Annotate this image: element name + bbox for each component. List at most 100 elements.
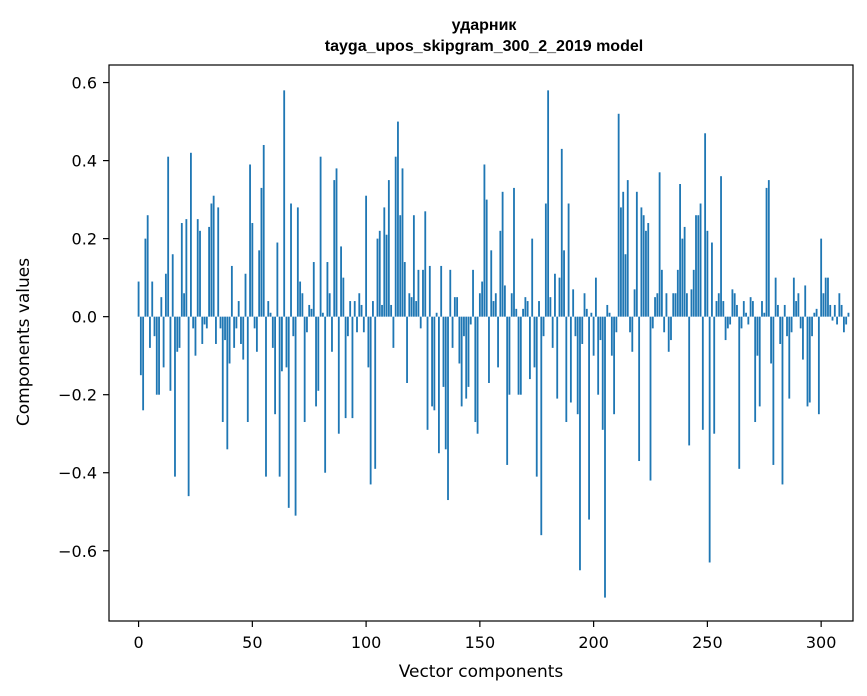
bar-265 — [740, 316, 743, 329]
plot-frame — [108, 64, 854, 622]
bar-134 — [442, 316, 445, 387]
bar-278 — [770, 316, 772, 364]
bar-292 — [802, 316, 804, 360]
bar-2 — [142, 316, 145, 411]
bar-81 — [321, 312, 324, 317]
bar-27 — [199, 230, 201, 317]
y-tick-label: −0.2 — [58, 386, 97, 405]
bar-294 — [806, 316, 809, 407]
bar-256 — [720, 176, 722, 317]
bar-160 — [501, 191, 504, 317]
bar-78 — [315, 316, 317, 407]
bar-153 — [485, 199, 488, 317]
bar-301 — [822, 293, 825, 317]
bar-46 — [242, 316, 245, 360]
bar-14 — [169, 316, 172, 391]
bar-242 — [688, 316, 691, 446]
bar-175 — [535, 316, 538, 477]
bar-169 — [522, 308, 524, 317]
bar-101 — [367, 316, 370, 368]
bar-185 — [558, 277, 561, 317]
bar-172 — [529, 316, 531, 380]
bar-121 — [412, 215, 415, 317]
bar-120 — [410, 297, 413, 317]
bar-53 — [258, 250, 261, 317]
bar-170 — [524, 297, 527, 317]
bar-48 — [246, 316, 249, 423]
bar-259 — [726, 316, 729, 329]
bar-82 — [324, 316, 327, 473]
bar-12 — [164, 273, 167, 317]
bar-10 — [160, 297, 163, 317]
bar-217 — [631, 316, 634, 352]
bar-209 — [613, 316, 616, 415]
bar-155 — [490, 250, 493, 317]
bar-271 — [754, 316, 757, 423]
bar-150 — [478, 293, 481, 317]
bar-164 — [510, 293, 513, 317]
bar-6 — [151, 281, 154, 317]
bar-309 — [840, 304, 843, 317]
bar-41 — [230, 265, 233, 317]
bar-28 — [201, 316, 204, 344]
bar-3 — [144, 238, 147, 317]
bar-176 — [538, 301, 540, 317]
bar-293 — [804, 285, 807, 317]
bar-138 — [451, 316, 454, 348]
chart-title-line2: tayga_upos_skipgram_300_2_2019 model — [325, 38, 643, 55]
bar-143 — [463, 316, 465, 337]
bar-250 — [706, 230, 709, 317]
bar-237 — [676, 269, 679, 317]
bar-225 — [649, 316, 652, 481]
bar-15 — [171, 254, 174, 317]
bar-19 — [180, 223, 183, 317]
bar-84 — [328, 293, 331, 317]
bar-103 — [372, 301, 374, 317]
bar-119 — [408, 293, 411, 317]
bar-216 — [629, 316, 631, 333]
bar-104 — [374, 316, 377, 469]
bar-37 — [221, 316, 224, 423]
bar-255 — [717, 293, 720, 317]
bar-151 — [481, 281, 484, 317]
bar-9 — [158, 316, 160, 395]
bar-61 — [276, 242, 279, 317]
bar-75 — [308, 304, 311, 317]
bar-246 — [697, 215, 700, 317]
bar-191 — [572, 289, 575, 317]
bar-109 — [385, 234, 388, 317]
bar-234 — [670, 316, 672, 341]
bar-136 — [447, 316, 449, 501]
bar-89 — [340, 246, 342, 317]
bar-296 — [811, 316, 813, 337]
bar-99 — [362, 316, 365, 333]
bar-85 — [331, 316, 333, 352]
bar-241 — [686, 293, 688, 317]
bar-42 — [233, 316, 236, 348]
chart-title-line1: ударник — [452, 17, 518, 34]
bar-117 — [403, 262, 406, 317]
bar-152 — [483, 164, 486, 317]
bar-131 — [435, 312, 438, 317]
bar-189 — [567, 203, 570, 317]
bar-213 — [622, 191, 625, 317]
bar-18 — [178, 316, 181, 348]
bar-306 — [833, 304, 836, 317]
bar-96 — [356, 316, 358, 333]
bar-211 — [617, 113, 620, 317]
bar-197 — [585, 308, 588, 317]
bar-272 — [756, 316, 759, 356]
y-tick-label: 0.2 — [72, 230, 97, 249]
bar-132 — [438, 316, 440, 454]
bar-137 — [449, 269, 452, 317]
bar-291 — [799, 316, 802, 329]
y-tick-label: −0.6 — [58, 542, 97, 561]
bar-266 — [742, 301, 745, 317]
bar-21 — [185, 219, 188, 317]
bar-158 — [497, 316, 499, 368]
bar-312 — [847, 312, 850, 317]
bar-168 — [519, 316, 522, 395]
bar-274 — [761, 301, 763, 317]
bar-287 — [790, 316, 793, 333]
bar-30 — [205, 316, 208, 329]
